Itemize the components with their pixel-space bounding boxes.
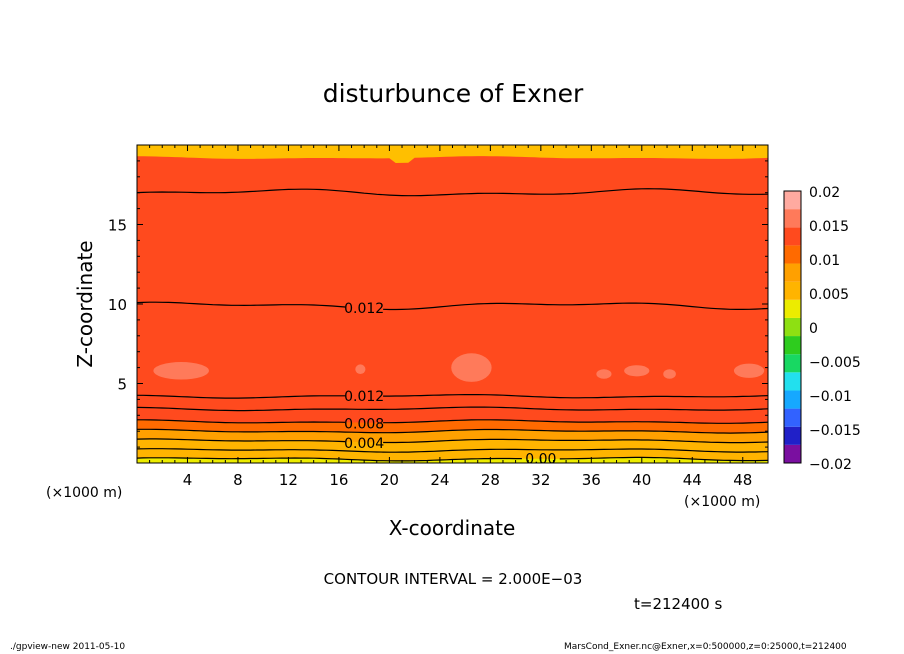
colorbar-tick-label: 0 <box>809 321 818 337</box>
x-axis-label: X-coordinate <box>389 516 516 540</box>
x-tick-label: 44 <box>683 471 702 489</box>
contour-cell <box>733 363 765 378</box>
footer-left: ./gpview-new 2011-05-10 <box>10 642 126 652</box>
contour-cell <box>451 353 492 382</box>
colorbar-tick-label: 0.005 <box>809 287 849 303</box>
colorbar-frame <box>783 190 802 464</box>
colorbar-swatch <box>784 354 801 373</box>
colorbar-swatch <box>784 263 801 282</box>
colorbar-swatch <box>784 336 801 355</box>
contour-label: 0.012 <box>344 301 384 317</box>
contour-label: 0.008 <box>344 416 384 432</box>
colorbar-swatch <box>784 390 801 409</box>
x-unit-left: (×1000 m) <box>46 485 122 501</box>
contour-label: 0.012 <box>344 389 384 405</box>
colorbar-swatch <box>784 317 801 337</box>
contour-line <box>137 188 768 197</box>
x-tick-label: 40 <box>632 471 651 489</box>
x-tick-label: 24 <box>430 471 449 489</box>
y-tick-label: 10 <box>108 296 127 314</box>
x-unit-right: (×1000 m) <box>684 494 760 510</box>
contour-cell <box>624 365 650 377</box>
contour-line <box>137 456 768 462</box>
colorbar-swatch <box>784 227 801 246</box>
colorbar: 0.02 0.015 0.01 0.005 0 −0.005 −0.01 −0.015 −0.0… <box>783 185 861 473</box>
contour-cell <box>153 362 209 380</box>
colorbar-swatch <box>784 426 801 445</box>
colorbar-swatch <box>784 245 801 264</box>
contour-interval-annotation: CONTOUR INTERVAL = 2.000E−03 <box>324 570 583 588</box>
contour-cell <box>663 369 676 379</box>
colorbar-swatch <box>784 444 801 463</box>
contour-cell <box>355 364 366 374</box>
colorbar-tick-label: −0.02 <box>809 457 852 473</box>
x-tick-label: 48 <box>733 471 752 489</box>
colorbar-swatch <box>784 372 801 391</box>
colorbar-swatch <box>784 209 801 228</box>
contour-line <box>137 428 768 434</box>
contour-line <box>137 438 768 444</box>
contour-line <box>137 448 768 453</box>
colorbar-tick-label: 0.015 <box>809 219 849 235</box>
y-axis-label: Z-coordinate <box>73 240 97 367</box>
colorbar-swatch <box>784 408 801 427</box>
colorbar-tick-label: −0.015 <box>809 423 861 439</box>
x-tick-label: 32 <box>531 471 550 489</box>
colorbar-tick-label: −0.01 <box>809 389 852 405</box>
x-tick-label: 12 <box>279 471 298 489</box>
x-tick-label: 8 <box>233 471 243 489</box>
x-tick-label: 20 <box>380 471 399 489</box>
x-tick-label: 4 <box>183 471 193 489</box>
x-tick-label: 28 <box>481 471 500 489</box>
contour-label: 0.004 <box>344 436 384 452</box>
colorbar-tick-label: 0.02 <box>809 185 840 201</box>
contour-cell <box>596 369 612 379</box>
contour-line <box>137 301 768 311</box>
contour-line <box>137 419 768 424</box>
contour-line <box>137 394 768 399</box>
colorbar-tick-label: 0.01 <box>809 253 840 269</box>
footer-right: MarsCond_Exner.nc@Exner,x=0:500000,z=0:2… <box>564 642 847 652</box>
x-tick-label: 16 <box>329 471 348 489</box>
colorbar-tick-label: −0.005 <box>809 355 861 371</box>
colorbar-swatch <box>784 299 801 318</box>
time-annotation: t=212400 s <box>634 595 722 613</box>
y-tick-label: 5 <box>117 376 127 394</box>
colorbar-swatch <box>784 191 801 210</box>
y-tick-label: 15 <box>108 217 127 235</box>
colorbar-swatch <box>784 281 801 300</box>
contour-line <box>137 406 768 412</box>
contour-band-top <box>137 145 768 163</box>
x-tick-label: 36 <box>582 471 601 489</box>
chart-title: disturbunce of Exner <box>323 79 584 108</box>
